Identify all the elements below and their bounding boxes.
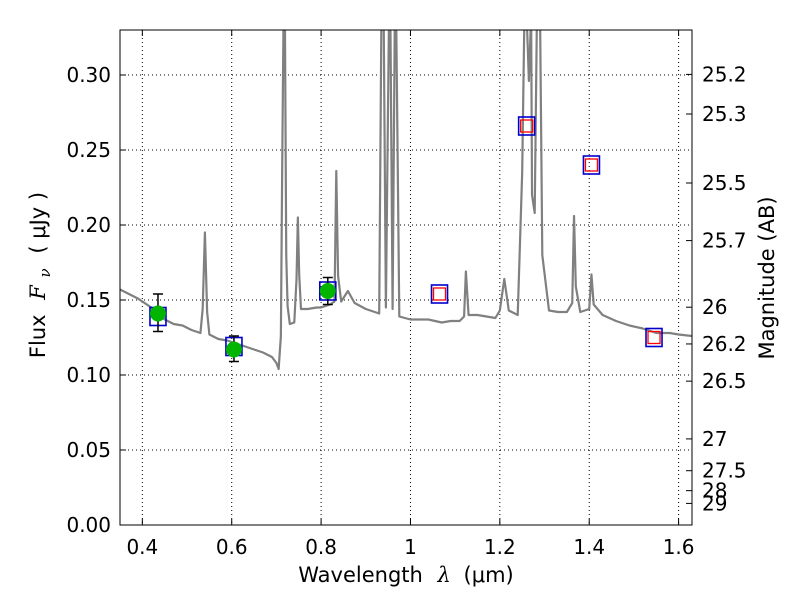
y-axis-label-symbol: F [26,284,50,301]
x-axis-ticks: 0.4 0.6 0.8 1 1.2 1.4 1.6 [126,30,695,559]
right-tick-label-9: 28 [702,479,727,503]
y-tick-label-6: 0.30 [66,63,111,87]
y-axis-label-subscript: ν [36,268,54,277]
red-square-marker-0 [432,287,447,301]
blue-square-marker-3 [430,284,449,304]
blue-square-marker-4 [517,116,536,136]
blue-square-marker-5 [582,155,601,175]
y-tick-label-0: 0.00 [66,513,111,537]
y-tick-label-4: 0.20 [66,213,111,237]
plot-area [120,30,692,371]
blue-square-marker-6 [645,327,663,348]
right-axis-label: Magnitude (AB) [755,196,779,359]
plot-frame [119,29,693,526]
right-tick-label-3: 25.7 [702,229,747,253]
right-tick-label-8: 27.5 [702,459,747,483]
spectrum-line [120,30,692,371]
green-circle-marker-1 [225,341,242,358]
x-tick-label-1: 0.6 [216,535,248,559]
y-axis-label-prefix: Flux [26,314,50,358]
right-tick-label-2: 25.5 [702,171,747,195]
red-square-marker-2 [584,158,599,172]
x-axis-label: Wavelength λ (μm) [298,563,513,587]
x-tick-label-3: 1 [404,535,417,559]
x-tick-label-2: 0.8 [305,535,337,559]
y-tick-label-5: 0.25 [66,138,111,162]
y-tick-label-2: 0.10 [66,363,111,387]
right-tick-label-6: 26.5 [702,369,747,393]
right-tick-label-4: 26 [702,295,727,319]
y-tick-label-1: 0.05 [66,438,111,462]
green-circle-marker-0 [149,305,166,322]
y-axis-label: Flux F ν ( μJy ) [26,192,55,358]
right-tick-label-1: 25.3 [702,102,747,126]
green-circle-marker-2 [319,283,336,299]
x-tick-label-4: 1.2 [484,535,516,559]
x-axis-label-suffix: (μm) [464,563,514,587]
x-axis-label-symbol: λ [437,563,451,587]
x-axis-label-prefix: Wavelength [298,563,423,587]
red-square-marker-1 [520,119,534,133]
x-tick-label-0: 0.4 [126,535,158,559]
right-tick-label-7: 27 [702,427,727,451]
right-tick-label-5: 26.2 [702,332,747,356]
red-square-marker-3 [647,330,661,345]
y-tick-label-3: 0.15 [66,288,111,312]
y-axis-label-suffix: ( μJy ) [26,192,50,254]
right-tick-label-0: 25.2 [702,62,747,86]
x-tick-label-6: 1.6 [663,535,695,559]
x-tick-label-5: 1.4 [573,535,605,559]
right-tick-label-10: 29 [702,491,727,515]
y-axis-ticks: 0.00 0.05 0.10 0.15 0.20 0.25 0.30 [66,63,126,537]
